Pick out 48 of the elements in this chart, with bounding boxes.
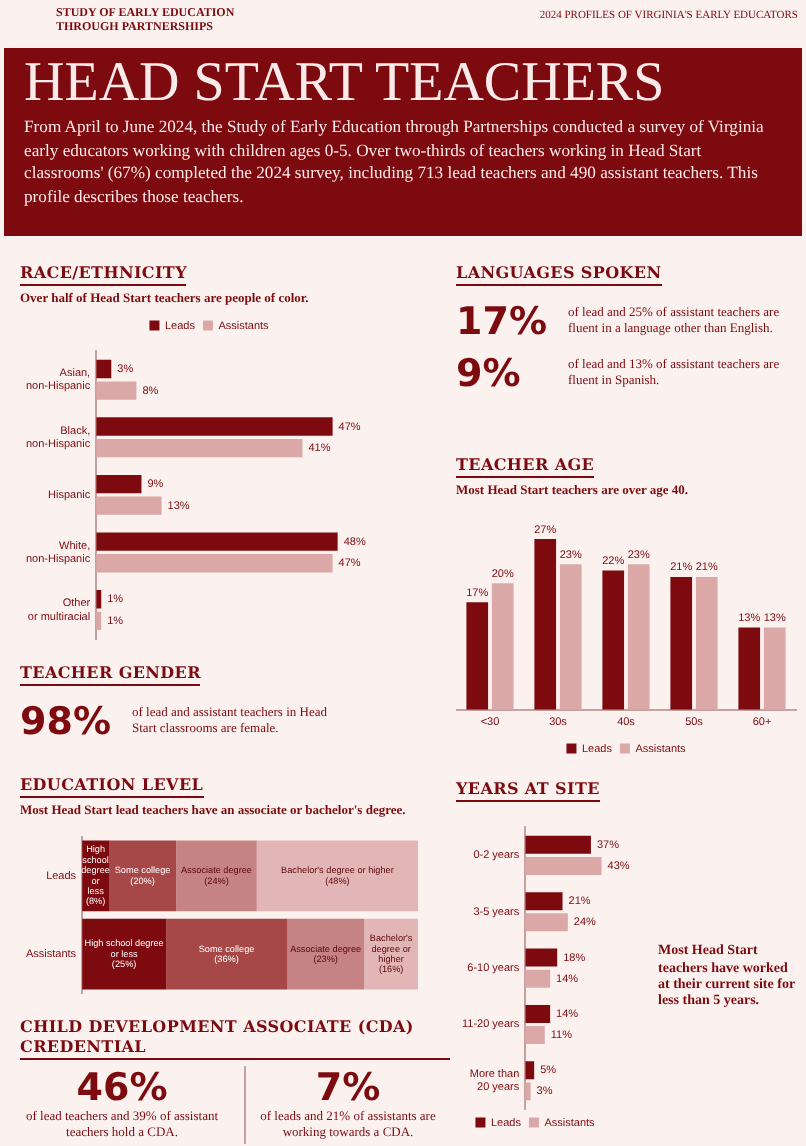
text: CHILD DEVELOPMENT ASSOCIATE (CDA) CREDENTIAL [20, 1016, 450, 1060]
bar [96, 532, 338, 551]
chart-title: TEACHER AGE [456, 454, 595, 478]
text: 98% [20, 700, 113, 744]
bar [525, 1026, 545, 1045]
bar [602, 570, 625, 710]
bar [525, 856, 602, 875]
text: HEAD START TEACHERS [24, 52, 667, 116]
bar [96, 553, 333, 573]
bar [491, 582, 514, 710]
bar [525, 1004, 551, 1023]
bar [96, 380, 137, 400]
bar [670, 576, 693, 710]
bar [525, 892, 563, 911]
bar [466, 601, 489, 710]
text: LANGUAGES SPOKEN [456, 262, 662, 286]
bar [763, 627, 786, 710]
bar [525, 969, 551, 988]
bar [525, 913, 568, 932]
bar [96, 359, 112, 378]
bar [287, 918, 365, 990]
bar [525, 1061, 535, 1080]
bar [559, 563, 582, 710]
bar [176, 840, 257, 911]
text: 9% [456, 352, 523, 396]
bar [96, 416, 333, 436]
bar [96, 496, 162, 515]
bar [166, 918, 288, 990]
bar [695, 576, 718, 710]
text: TEACHER GENDER [20, 662, 201, 686]
text: 46% [74, 1066, 170, 1110]
text: 7% [313, 1066, 383, 1110]
chart-title: RACE/ETHNICITY [20, 262, 187, 286]
bar [82, 918, 167, 990]
bar [525, 948, 558, 967]
bar [256, 840, 418, 911]
chart-title: YEARS AT SITE [456, 778, 600, 802]
bar [109, 840, 177, 911]
bar [534, 538, 557, 710]
chart-title: EDUCATION LEVEL [20, 774, 204, 798]
bar [738, 627, 761, 710]
text: 17% [456, 300, 549, 344]
bar [525, 835, 591, 854]
bar [96, 474, 142, 493]
bar [96, 438, 303, 457]
text: From April to June 2024, the Study of Early Education through Partnerships conducted a survey of Virginia early educators working with children ages 0-5. Over two-thirds of teachers working in Head Start classrooms' (67%) completed the 2024 survey, including 713 lead teachers and 490 assistant teachers. This profile describes those teachers. [24, 116, 766, 209]
bar [525, 1082, 531, 1101]
bar [627, 563, 650, 710]
